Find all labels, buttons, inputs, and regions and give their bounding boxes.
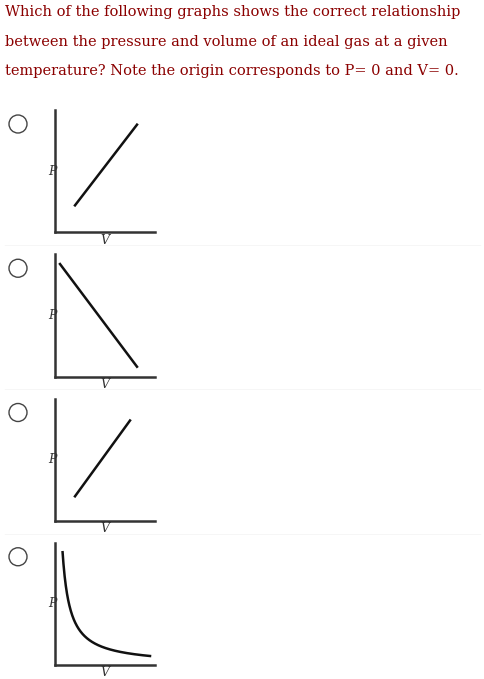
X-axis label: V: V	[100, 378, 109, 391]
Y-axis label: P: P	[48, 453, 56, 466]
Y-axis label: P: P	[48, 598, 56, 610]
Text: Which of the following graphs shows the correct relationship: Which of the following graphs shows the …	[5, 5, 459, 19]
X-axis label: V: V	[100, 522, 109, 535]
Text: temperature? Note the origin corresponds to P= 0 and V= 0.: temperature? Note the origin corresponds…	[5, 65, 458, 78]
X-axis label: V: V	[100, 666, 109, 679]
Text: between the pressure and volume of an ideal gas at a given: between the pressure and volume of an id…	[5, 35, 447, 49]
Y-axis label: P: P	[48, 164, 56, 178]
Y-axis label: P: P	[48, 309, 56, 322]
X-axis label: V: V	[100, 234, 109, 246]
